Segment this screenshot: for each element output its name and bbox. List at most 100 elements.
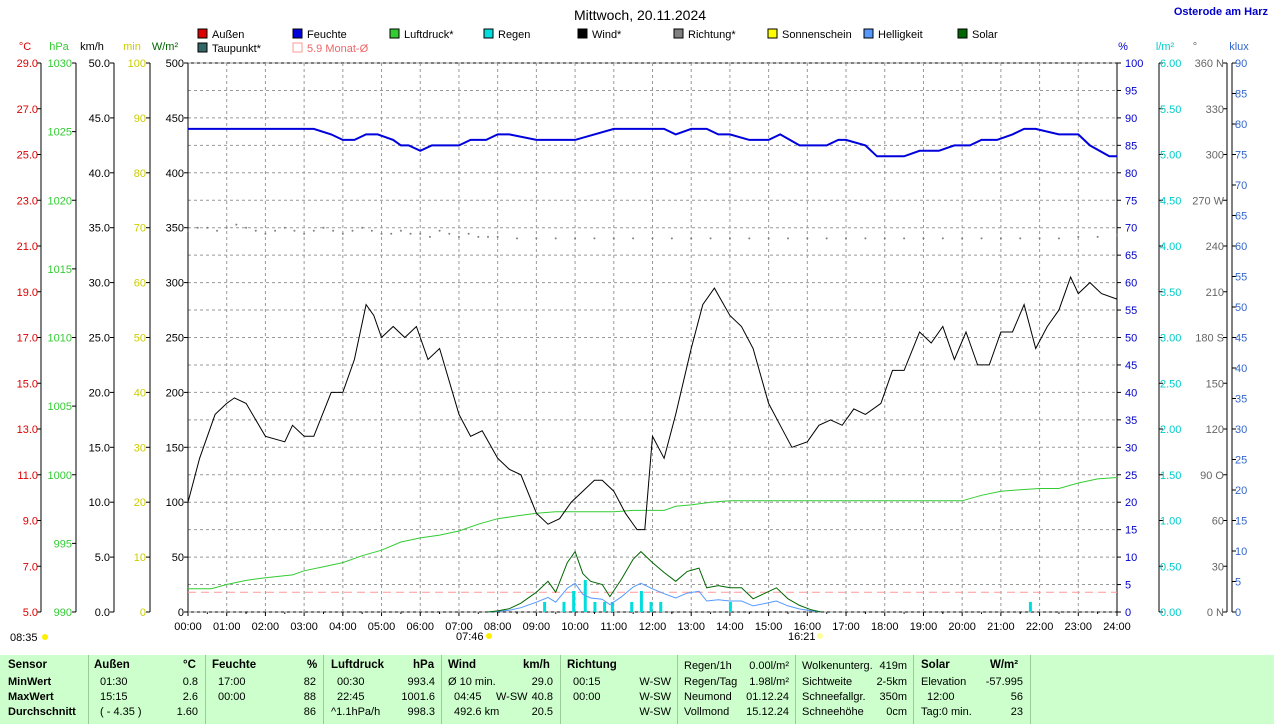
sun-unit-label: min — [123, 41, 141, 53]
regen-tag-label: Regen/Tag — [684, 676, 738, 688]
legend-swatch — [767, 28, 778, 39]
rain-tick-label: 0.50 — [1160, 561, 1181, 573]
humidity-tick-label: 75 — [1125, 195, 1137, 207]
light-tick-label: 25 — [1235, 455, 1247, 467]
direction-point — [1096, 235, 1099, 238]
humidity-tick-label: 50 — [1125, 333, 1137, 345]
legend-swatch — [863, 28, 874, 39]
direction-point — [303, 232, 306, 235]
legend-label: Sonnenschein — [782, 29, 852, 41]
schneehoehe-value: 0cm — [886, 706, 907, 718]
x-tick-label: 03:00 — [290, 621, 318, 633]
temp-tick-label: 17.0 — [17, 333, 38, 345]
rain-bar — [1028, 601, 1032, 612]
sunset-icon — [817, 633, 823, 639]
wind-tick-label: 25.0 — [89, 333, 110, 345]
rain-bar — [543, 601, 547, 612]
direction-point — [361, 226, 364, 229]
legend-label: Außen — [212, 29, 244, 41]
light-tick-label: 20 — [1235, 485, 1247, 497]
x-tick-label: 06:00 — [406, 621, 434, 633]
sunrise-icon — [42, 634, 48, 640]
elevation-label: Elevation — [921, 676, 967, 688]
temp-tick-label: 13.0 — [17, 424, 38, 436]
wolkenuntergrenze-value: 419m — [879, 660, 907, 672]
solar-title: Solar — [921, 659, 950, 671]
sun-markers: 08:35 07:46 16:21 — [10, 631, 823, 644]
vollmond-value: 15.12.24 — [746, 706, 789, 718]
x-tick-label: 10:00 — [561, 621, 589, 633]
direction-point — [467, 232, 470, 235]
legend-label: Solar — [972, 29, 998, 41]
aussen-avg-note: ( - 4.35 ) — [100, 706, 142, 718]
humidity-tick-label: 80 — [1125, 168, 1137, 180]
humidity-tick-label: 90 — [1125, 113, 1137, 125]
light-tick-label: 5 — [1235, 577, 1241, 589]
rain-tick-label: 3.50 — [1160, 287, 1181, 299]
richtung-avg-dir: W-SW — [639, 706, 671, 718]
richtung-min-time: 00:15 — [573, 676, 601, 688]
light-tick-label: 35 — [1235, 394, 1247, 406]
direction-tick-label: 0 N — [1207, 607, 1224, 619]
humidity-tick-label: 0 — [1125, 607, 1131, 619]
direction-point — [593, 237, 596, 240]
feuchte-min: 82 — [303, 676, 316, 688]
direction-point — [748, 237, 751, 240]
wind-unit-label: km/h — [80, 41, 104, 53]
direction-point — [632, 237, 635, 240]
light-unit-label: klux — [1229, 41, 1249, 53]
temp-tick-label: 27.0 — [17, 104, 38, 116]
light-tick-label: 85 — [1235, 89, 1247, 101]
direction-point — [448, 232, 451, 235]
legend-swatch — [197, 42, 208, 53]
sun-tick-label: 10 — [134, 552, 146, 564]
pressure-tick-label: 990 — [54, 607, 72, 619]
legend-swatch — [197, 28, 208, 39]
direction-tick-label: 300 — [1206, 150, 1224, 162]
summary-table: Sensor MinWert MaxWert Durchschnitt Auße… — [0, 655, 1274, 724]
feuchte-min-time: 17:00 — [218, 676, 246, 688]
temp-tick-label: 11.0 — [17, 470, 38, 482]
vollmond-label: Vollmond — [684, 706, 730, 718]
direction-point — [864, 237, 867, 240]
humidity-tick-label: 25 — [1125, 470, 1137, 482]
light-tick-label: 80 — [1235, 119, 1247, 131]
feuchte-avg: 86 — [303, 706, 316, 718]
x-tick-label: 23:00 — [1065, 621, 1093, 633]
x-tick-label: 18:00 — [871, 621, 899, 633]
rain-bar — [610, 601, 614, 612]
luftdruck-min-time: 00:30 — [337, 676, 365, 688]
wind-avg10-value: 29.0 — [531, 676, 553, 688]
humidity-tick-label: 40 — [1125, 387, 1137, 399]
direction-tick-label: 60 — [1212, 516, 1224, 528]
wind-tick-label: 15.0 — [89, 442, 110, 454]
direction-point — [1019, 237, 1022, 240]
direction-point — [1077, 235, 1080, 238]
series-line-feuchte — [188, 127, 1117, 158]
light-tick-label: 55 — [1235, 272, 1247, 284]
regen-1h-value: 0.00l/m² — [749, 660, 789, 672]
weather-chart: Mittwoch, 20.11.2024 Osterode am Harz Au… — [10, 6, 1268, 644]
legend-swatch — [292, 28, 303, 39]
direction-point — [322, 226, 325, 229]
direction-point — [845, 237, 848, 240]
temp-tick-label: 19.0 — [17, 287, 38, 299]
rain-tick-label: 5.00 — [1160, 150, 1181, 162]
light-tick-label: 90 — [1235, 58, 1247, 70]
richtung-max-dir: W-SW — [639, 691, 671, 703]
direction-tick-label: 210 — [1206, 287, 1224, 299]
direction-point — [767, 237, 770, 240]
direction-tick-label: 240 — [1206, 241, 1224, 253]
x-tick-label: 16:00 — [794, 621, 822, 633]
wind-avg10-label: Ø 10 min. — [448, 676, 496, 688]
rain-bar — [639, 590, 643, 612]
direction-tick-label: 180 S — [1195, 333, 1224, 345]
chart-title: Mittwoch, 20.11.2024 — [574, 7, 706, 23]
direction-point — [516, 237, 519, 240]
direction-tick-label: 120 — [1206, 424, 1224, 436]
grid — [187, 62, 1118, 616]
wind-tick-label: 35.0 — [89, 223, 110, 235]
richtung-min-dir: W-SW — [639, 676, 671, 688]
x-tick-label: 17:00 — [832, 621, 860, 633]
direction-point — [612, 237, 615, 240]
